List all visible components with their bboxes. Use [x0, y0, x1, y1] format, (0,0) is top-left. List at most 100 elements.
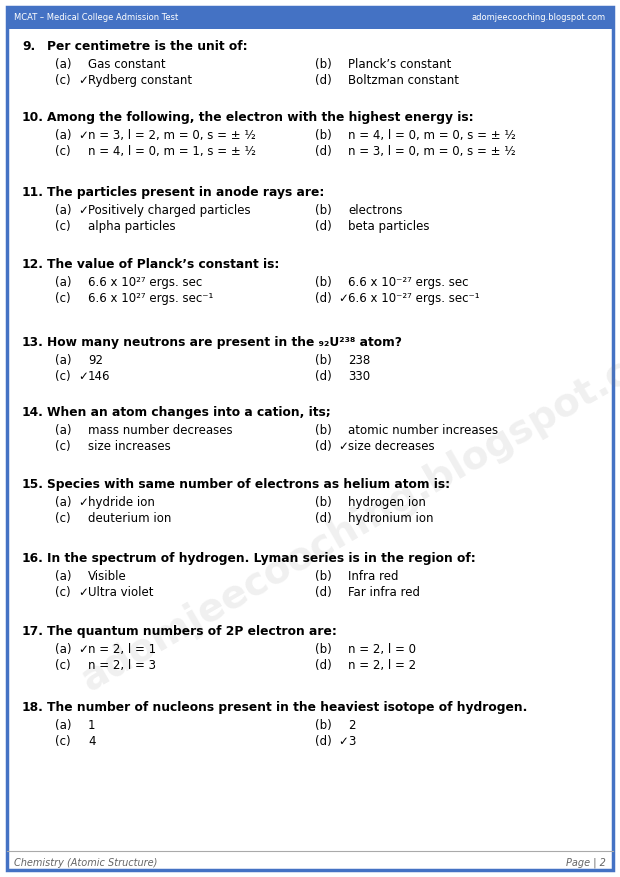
Text: adomjeecooching.blogspot.com: adomjeecooching.blogspot.com — [472, 13, 606, 23]
Text: ✓: ✓ — [78, 74, 88, 87]
Text: Per centimetre is the unit of:: Per centimetre is the unit of: — [47, 40, 247, 53]
Text: (c): (c) — [55, 659, 71, 672]
Text: Visible: Visible — [88, 570, 126, 583]
Text: n = 4, l = 0, m = 1, s = ± ½: n = 4, l = 0, m = 1, s = ± ½ — [88, 145, 256, 158]
Text: (b): (b) — [315, 204, 332, 217]
Text: ✓: ✓ — [338, 292, 348, 305]
Text: ✓: ✓ — [338, 440, 348, 453]
Text: 17.: 17. — [22, 625, 44, 638]
Text: ✓: ✓ — [338, 735, 348, 748]
Text: hydronium ion: hydronium ion — [348, 512, 433, 525]
Text: hydrogen ion: hydrogen ion — [348, 496, 426, 509]
Text: (d): (d) — [315, 440, 332, 453]
Text: 14.: 14. — [22, 406, 44, 419]
Text: (a): (a) — [55, 719, 71, 732]
Text: (b): (b) — [315, 354, 332, 367]
Text: The value of Planck’s constant is:: The value of Planck’s constant is: — [47, 258, 280, 271]
Text: ✓: ✓ — [78, 370, 88, 383]
Text: 12.: 12. — [22, 258, 44, 271]
Text: electrons: electrons — [348, 204, 402, 217]
Text: How many neutrons are present in the ₉₂U²³⁸ atom?: How many neutrons are present in the ₉₂U… — [47, 336, 402, 349]
Text: (d): (d) — [315, 145, 332, 158]
Text: (b): (b) — [315, 570, 332, 583]
Text: (b): (b) — [315, 58, 332, 71]
Text: (c): (c) — [55, 586, 71, 599]
Text: (c): (c) — [55, 512, 71, 525]
Text: (d): (d) — [315, 586, 332, 599]
Text: n = 2, l = 1: n = 2, l = 1 — [88, 643, 156, 656]
Bar — [7, 7, 613, 29]
Text: n = 2, l = 3: n = 2, l = 3 — [88, 659, 156, 672]
Text: 1: 1 — [88, 719, 95, 732]
Text: size increases: size increases — [88, 440, 170, 453]
Text: alpha particles: alpha particles — [88, 220, 175, 233]
Text: (b): (b) — [315, 719, 332, 732]
Text: 9.: 9. — [22, 40, 35, 53]
Text: 146: 146 — [88, 370, 110, 383]
Text: (b): (b) — [315, 276, 332, 289]
Text: deuterium ion: deuterium ion — [88, 512, 171, 525]
Text: (c): (c) — [55, 292, 71, 305]
Text: ✓: ✓ — [78, 643, 88, 656]
Text: 3: 3 — [348, 735, 355, 748]
Text: (c): (c) — [55, 735, 71, 748]
Text: 6.6 x 10²⁷ ergs. sec: 6.6 x 10²⁷ ergs. sec — [88, 276, 202, 289]
Text: Rydberg constant: Rydberg constant — [88, 74, 192, 87]
Text: 10.: 10. — [22, 111, 44, 124]
Text: (d): (d) — [315, 292, 332, 305]
Text: (c): (c) — [55, 220, 71, 233]
Text: (b): (b) — [315, 496, 332, 509]
Text: When an atom changes into a cation, its;: When an atom changes into a cation, its; — [47, 406, 330, 419]
Text: hydride ion: hydride ion — [88, 496, 155, 509]
Text: (c): (c) — [55, 74, 71, 87]
Text: The quantum numbers of 2P electron are:: The quantum numbers of 2P electron are: — [47, 625, 337, 638]
Text: (d): (d) — [315, 659, 332, 672]
Text: ✓: ✓ — [78, 204, 88, 217]
Text: 92: 92 — [88, 354, 103, 367]
Text: (b): (b) — [315, 129, 332, 142]
Text: The number of nucleons present in the heaviest isotope of hydrogen.: The number of nucleons present in the he… — [47, 701, 528, 714]
Text: (d): (d) — [315, 735, 332, 748]
Text: (b): (b) — [315, 424, 332, 437]
Text: Chemistry (Atomic Structure): Chemistry (Atomic Structure) — [14, 858, 157, 868]
Text: atomic number increases: atomic number increases — [348, 424, 498, 437]
Text: 13.: 13. — [22, 336, 44, 349]
Text: (d): (d) — [315, 220, 332, 233]
Text: (c): (c) — [55, 370, 71, 383]
Text: n = 2, l = 2: n = 2, l = 2 — [348, 659, 416, 672]
Text: Page | 2: Page | 2 — [566, 858, 606, 868]
Text: 6.6 x 10⁻²⁷ ergs. sec: 6.6 x 10⁻²⁷ ergs. sec — [348, 276, 469, 289]
Text: (a): (a) — [55, 643, 71, 656]
Text: (a): (a) — [55, 424, 71, 437]
Text: Far infra red: Far infra red — [348, 586, 420, 599]
Text: ✓: ✓ — [78, 496, 88, 509]
Text: 330: 330 — [348, 370, 370, 383]
Text: mass number decreases: mass number decreases — [88, 424, 232, 437]
Text: (a): (a) — [55, 354, 71, 367]
Text: (a): (a) — [55, 276, 71, 289]
Text: 15.: 15. — [22, 478, 44, 491]
Text: 16.: 16. — [22, 552, 44, 565]
Text: 18.: 18. — [22, 701, 44, 714]
Text: (a): (a) — [55, 496, 71, 509]
Text: (a): (a) — [55, 129, 71, 142]
Text: ✓: ✓ — [78, 586, 88, 599]
Text: size decreases: size decreases — [348, 440, 435, 453]
Text: 4: 4 — [88, 735, 95, 748]
Text: Infra red: Infra red — [348, 570, 399, 583]
Text: 6.6 x 10⁻²⁷ ergs. sec⁻¹: 6.6 x 10⁻²⁷ ergs. sec⁻¹ — [348, 292, 480, 305]
Text: 238: 238 — [348, 354, 370, 367]
Text: Gas constant: Gas constant — [88, 58, 166, 71]
Text: Ultra violet: Ultra violet — [88, 586, 154, 599]
Text: n = 3, l = 0, m = 0, s = ± ½: n = 3, l = 0, m = 0, s = ± ½ — [348, 145, 516, 158]
Text: 11.: 11. — [22, 186, 44, 199]
Text: (a): (a) — [55, 570, 71, 583]
Text: (c): (c) — [55, 440, 71, 453]
Text: beta particles: beta particles — [348, 220, 430, 233]
Text: n = 2, l = 0: n = 2, l = 0 — [348, 643, 416, 656]
Text: Planck’s constant: Planck’s constant — [348, 58, 451, 71]
Text: 6.6 x 10²⁷ ergs. sec⁻¹: 6.6 x 10²⁷ ergs. sec⁻¹ — [88, 292, 213, 305]
Text: MCAT – Medical College Admission Test: MCAT – Medical College Admission Test — [14, 13, 179, 23]
Text: ✓: ✓ — [78, 129, 88, 142]
Text: (d): (d) — [315, 370, 332, 383]
